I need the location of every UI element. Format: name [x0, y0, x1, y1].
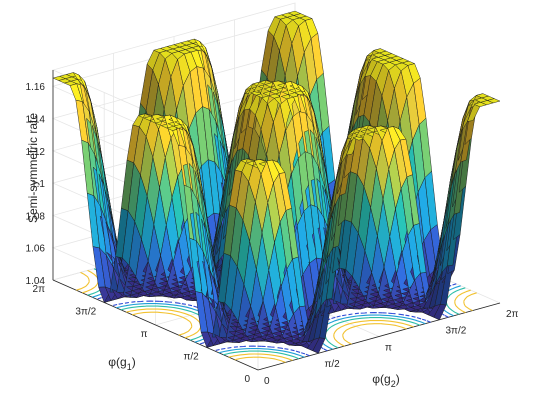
- y-tick-label: 0: [244, 374, 250, 385]
- y-axis-label: φ(g1): [108, 355, 135, 372]
- surface-patch: [486, 98, 501, 104]
- z-tick-label: 1.06: [26, 244, 46, 255]
- y-tick-label: 2π: [33, 284, 46, 295]
- x-tick-label: π: [385, 342, 392, 353]
- z-tick-label: 1.08: [26, 211, 46, 222]
- y-tick-label: 3π/2: [75, 306, 96, 317]
- x-axis-label-main: φ(g: [372, 372, 390, 386]
- y-tick-label: π/2: [183, 351, 199, 362]
- x-tick-label: π/2: [325, 359, 341, 370]
- z-axis-label: Semi-symmetric rate: [26, 113, 40, 223]
- x-tick-label: 3π/2: [446, 326, 467, 337]
- z-tick-label: 1.16: [26, 82, 46, 93]
- y-axis-label-main: φ(g: [108, 355, 126, 369]
- tick-labels: 1.041.061.081.11.121.141.160π/2π3π/22π0π…: [26, 82, 519, 387]
- surface-mesh: [52, 10, 501, 354]
- z-tick-label: 1.14: [26, 114, 46, 125]
- z-tick-label: 1.1: [31, 179, 45, 190]
- z-tick-label: 1.12: [26, 147, 46, 158]
- x-axis-label-subscript: 2: [391, 379, 396, 389]
- x-axis-label: φ(g2): [372, 372, 399, 389]
- x-tick-label: 0: [264, 376, 270, 387]
- y-tick-label: π: [141, 329, 148, 340]
- z-tick-label: 1.04: [26, 276, 46, 287]
- y-axis-label-subscript: 1: [127, 362, 132, 372]
- x-tick-label: 2π: [506, 309, 519, 320]
